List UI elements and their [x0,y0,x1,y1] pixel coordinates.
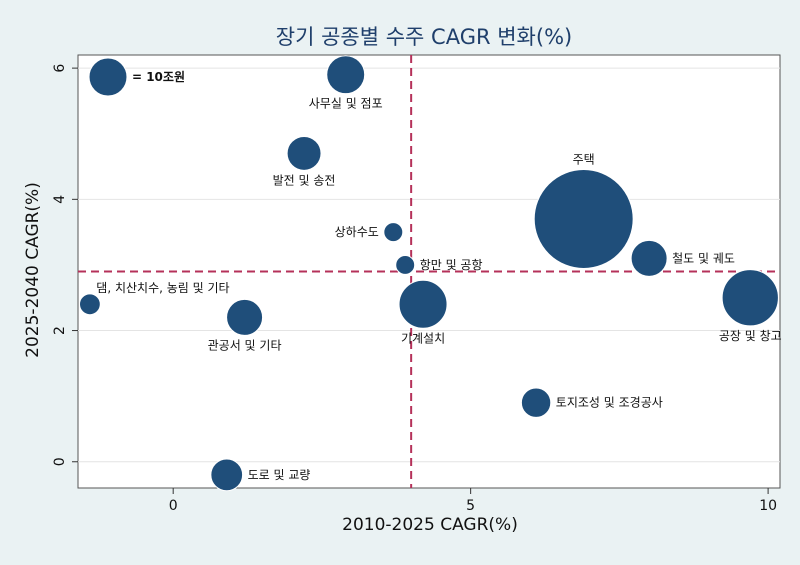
bubble-label: 항만 및 공항 [420,258,483,272]
bubble-label: 도로 및 교량 [248,468,311,482]
legend-bubble [88,57,128,97]
bubble-label: 사무실 및 점포 [309,97,383,111]
bubble-point [630,239,668,277]
bubble-label: 기계설치 [401,331,445,345]
x-axis-title: 2010-2025 CAGR(%) [342,515,518,535]
bubble-point [286,135,322,171]
bubble-point [79,293,101,316]
y-tick-label: 4 [52,195,68,204]
bubble-point [533,169,634,269]
legend-label: = 10조원 [132,70,185,84]
bubble-label: 주택 [573,153,595,167]
bubble-point [721,269,779,327]
bubble-label: 댐, 치산치수, 농림 및 기타 [96,281,229,295]
x-tick-label: 10 [759,498,777,514]
bubble-label: 상하수도 [335,225,379,239]
reference-lines [78,55,780,488]
bubble-point [226,298,264,336]
bubble-label: 토지조성 및 조경공사 [556,396,663,410]
legend: = 10조원 [88,57,185,97]
y-tick-label: 2 [52,326,68,335]
bubbles [79,55,779,492]
x-tick-label: 0 [169,498,178,514]
bubble-point [210,458,244,492]
bubble-label: 관공서 및 기타 [208,338,282,352]
bubble-point [326,55,366,95]
y-tick-label: 0 [52,457,68,466]
chart-title: 장기 공종별 수주 CAGR 변화(%) [276,25,572,49]
y-axis-title: 2025-2040 CAGR(%) [23,182,43,358]
bubble-point [383,222,404,243]
axes: 0 2 4 6 0 5 10 [52,64,777,514]
bubble-point [520,387,552,418]
y-tick-label: 6 [52,64,68,73]
bubble-label: 철도 및 궤도 [672,251,735,265]
x-tick-label: 5 [466,498,475,514]
bubble-label: 공장 및 창고 [719,329,782,343]
bubble-point [395,254,416,275]
grid-lines [78,67,780,463]
bubble-label: 발전 및 송전 [273,173,336,187]
bubble-point [398,279,448,329]
